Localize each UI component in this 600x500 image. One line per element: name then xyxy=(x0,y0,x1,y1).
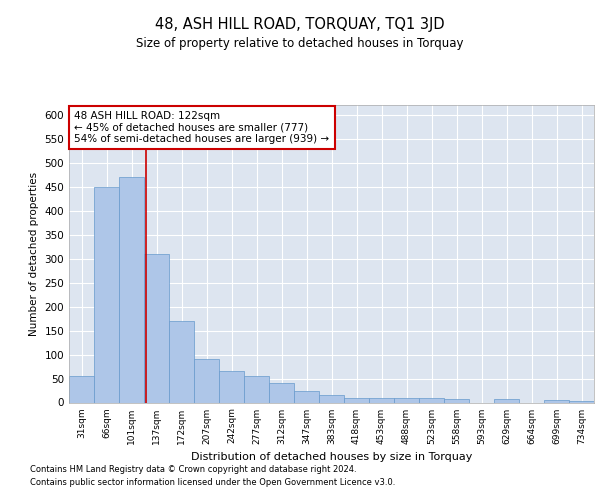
Text: 48, ASH HILL ROAD, TORQUAY, TQ1 3JD: 48, ASH HILL ROAD, TORQUAY, TQ1 3JD xyxy=(155,18,445,32)
Y-axis label: Number of detached properties: Number of detached properties xyxy=(29,172,39,336)
Bar xyxy=(544,400,569,402)
Bar xyxy=(169,321,194,402)
Text: Size of property relative to detached houses in Torquay: Size of property relative to detached ho… xyxy=(136,38,464,51)
Bar xyxy=(369,398,394,402)
Bar xyxy=(119,177,144,402)
Bar xyxy=(144,254,169,402)
Bar xyxy=(569,401,594,402)
Text: 48 ASH HILL ROAD: 122sqm
← 45% of detached houses are smaller (777)
54% of semi-: 48 ASH HILL ROAD: 122sqm ← 45% of detach… xyxy=(74,111,329,144)
Bar xyxy=(219,372,244,402)
Text: Contains public sector information licensed under the Open Government Licence v3: Contains public sector information licen… xyxy=(30,478,395,487)
Bar xyxy=(69,376,94,402)
Bar xyxy=(94,186,119,402)
Text: Contains HM Land Registry data © Crown copyright and database right 2024.: Contains HM Land Registry data © Crown c… xyxy=(30,466,356,474)
Bar xyxy=(419,398,444,402)
Bar xyxy=(344,398,369,402)
Bar xyxy=(269,384,294,402)
Bar xyxy=(244,376,269,402)
Bar xyxy=(494,398,519,402)
Bar xyxy=(444,398,469,402)
Bar xyxy=(294,390,319,402)
X-axis label: Distribution of detached houses by size in Torquay: Distribution of detached houses by size … xyxy=(191,452,472,462)
Bar xyxy=(319,396,344,402)
Bar xyxy=(394,398,419,402)
Bar xyxy=(194,360,219,403)
